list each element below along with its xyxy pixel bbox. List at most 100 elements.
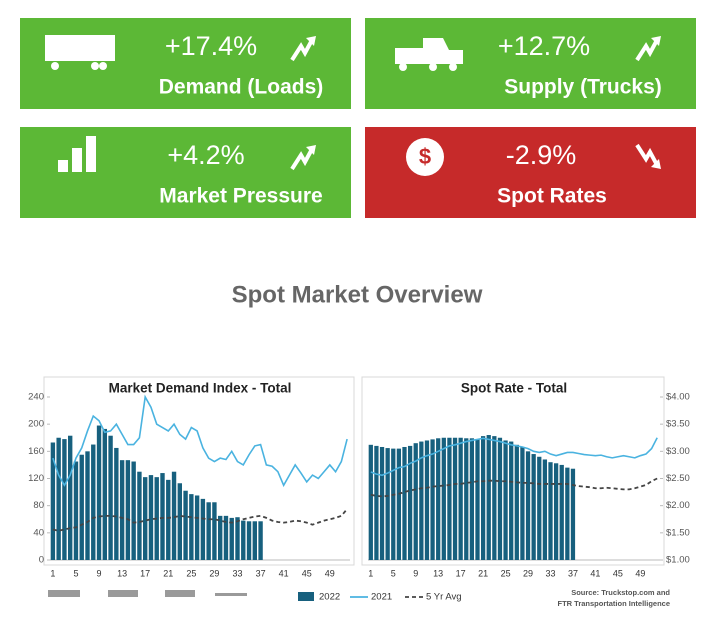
bar	[96, 425, 102, 560]
bar	[469, 438, 475, 560]
y-tick-label: $2.00	[666, 500, 690, 511]
x-tick-label: 17	[456, 568, 466, 578]
trend-arrow-head	[306, 145, 316, 155]
bar	[85, 451, 90, 560]
bar	[520, 446, 525, 560]
bar	[79, 454, 84, 560]
bar	[486, 435, 491, 560]
x-tick-label: 37	[256, 568, 266, 578]
bar	[413, 443, 418, 560]
y-tick-label: $3.50	[666, 419, 690, 430]
bar	[223, 515, 229, 560]
bar	[402, 446, 407, 560]
bar	[464, 438, 469, 560]
line	[370, 477, 658, 498]
x-tick-label: 13	[117, 568, 127, 578]
y-tick-label: $2.50	[666, 473, 690, 484]
trend-arrow	[290, 148, 314, 171]
x-tick-label: 21	[163, 568, 173, 578]
y-tick-label: $3.00	[666, 446, 690, 457]
wheel-icon	[91, 62, 99, 70]
bar	[160, 473, 165, 560]
bar	[407, 445, 413, 560]
tile-value: +4.2%	[167, 140, 244, 170]
bar	[166, 479, 171, 560]
bar	[102, 428, 107, 560]
bar	[497, 437, 503, 560]
bar	[379, 446, 385, 560]
trend-arrow	[635, 143, 659, 166]
chart-frame	[361, 376, 665, 566]
bars-icon	[86, 136, 96, 172]
bar	[514, 444, 519, 560]
x-tick-label: 9	[413, 568, 418, 578]
chart-title: Spot Rate - Total	[461, 381, 567, 396]
bar	[68, 435, 73, 560]
bar	[241, 520, 246, 560]
x-tick-label: 41	[590, 568, 600, 578]
bar	[131, 461, 136, 560]
bar	[258, 521, 263, 560]
x-tick-label: 17	[140, 568, 150, 578]
x-tick-label: 13	[433, 568, 443, 578]
trend-arrow	[290, 39, 314, 62]
x-tick-label: 45	[613, 568, 623, 578]
x-tick-label: 25	[501, 568, 511, 578]
bar	[436, 438, 441, 560]
bar	[542, 459, 548, 560]
bar	[171, 471, 177, 560]
line	[52, 394, 348, 488]
x-tick-label: 41	[279, 568, 289, 578]
dollar-icon: $	[419, 144, 431, 169]
legend-label: 2021	[371, 592, 392, 603]
bar	[56, 437, 61, 560]
bar	[252, 521, 257, 560]
tile-value: +17.4%	[165, 31, 257, 61]
bar	[62, 439, 67, 560]
bar	[565, 467, 570, 560]
x-tick-label: 29	[523, 568, 533, 578]
bar	[525, 451, 531, 560]
bar	[396, 448, 402, 560]
bar	[137, 471, 142, 560]
y-tick-label: $1.00	[666, 555, 690, 566]
x-tick-label: 25	[186, 568, 196, 578]
tile-label: Demand (Loads)	[159, 76, 324, 99]
bar	[441, 437, 446, 560]
y-tick-label: 240	[28, 392, 44, 403]
y-tick-label: $4.00	[666, 392, 690, 403]
bar	[424, 440, 430, 560]
y-tick-label: 200	[28, 419, 44, 430]
bar	[553, 463, 559, 560]
truck-icon	[395, 48, 423, 64]
vehicle-icons	[48, 590, 247, 597]
tile-value: -2.9%	[506, 140, 577, 170]
bar	[419, 441, 424, 560]
page-title: Spot Market Overview	[232, 281, 483, 308]
source: FTR Transportation Intelligence	[557, 599, 670, 608]
bar	[229, 517, 234, 560]
trend-arrow-head	[651, 36, 661, 46]
y-tick-label: 160	[28, 446, 44, 457]
bar	[559, 464, 564, 560]
bar	[194, 495, 200, 560]
bar	[531, 454, 536, 560]
x-tick-label: 5	[391, 568, 396, 578]
tile-label: Market Pressure	[159, 185, 322, 208]
bar	[200, 498, 206, 560]
tile-label: Supply (Trucks)	[504, 76, 662, 99]
bar	[458, 437, 463, 560]
bar	[447, 437, 452, 560]
bar	[246, 521, 252, 560]
bar	[537, 456, 542, 560]
x-tick-label: 45	[302, 568, 312, 578]
legend-label: 2022	[319, 592, 340, 603]
bar	[548, 462, 553, 560]
bar	[503, 440, 508, 560]
bar	[114, 447, 119, 560]
bar	[385, 448, 390, 560]
tile-value: +12.7%	[498, 31, 590, 61]
x-tick-label: 9	[97, 568, 102, 578]
bar	[91, 444, 96, 560]
